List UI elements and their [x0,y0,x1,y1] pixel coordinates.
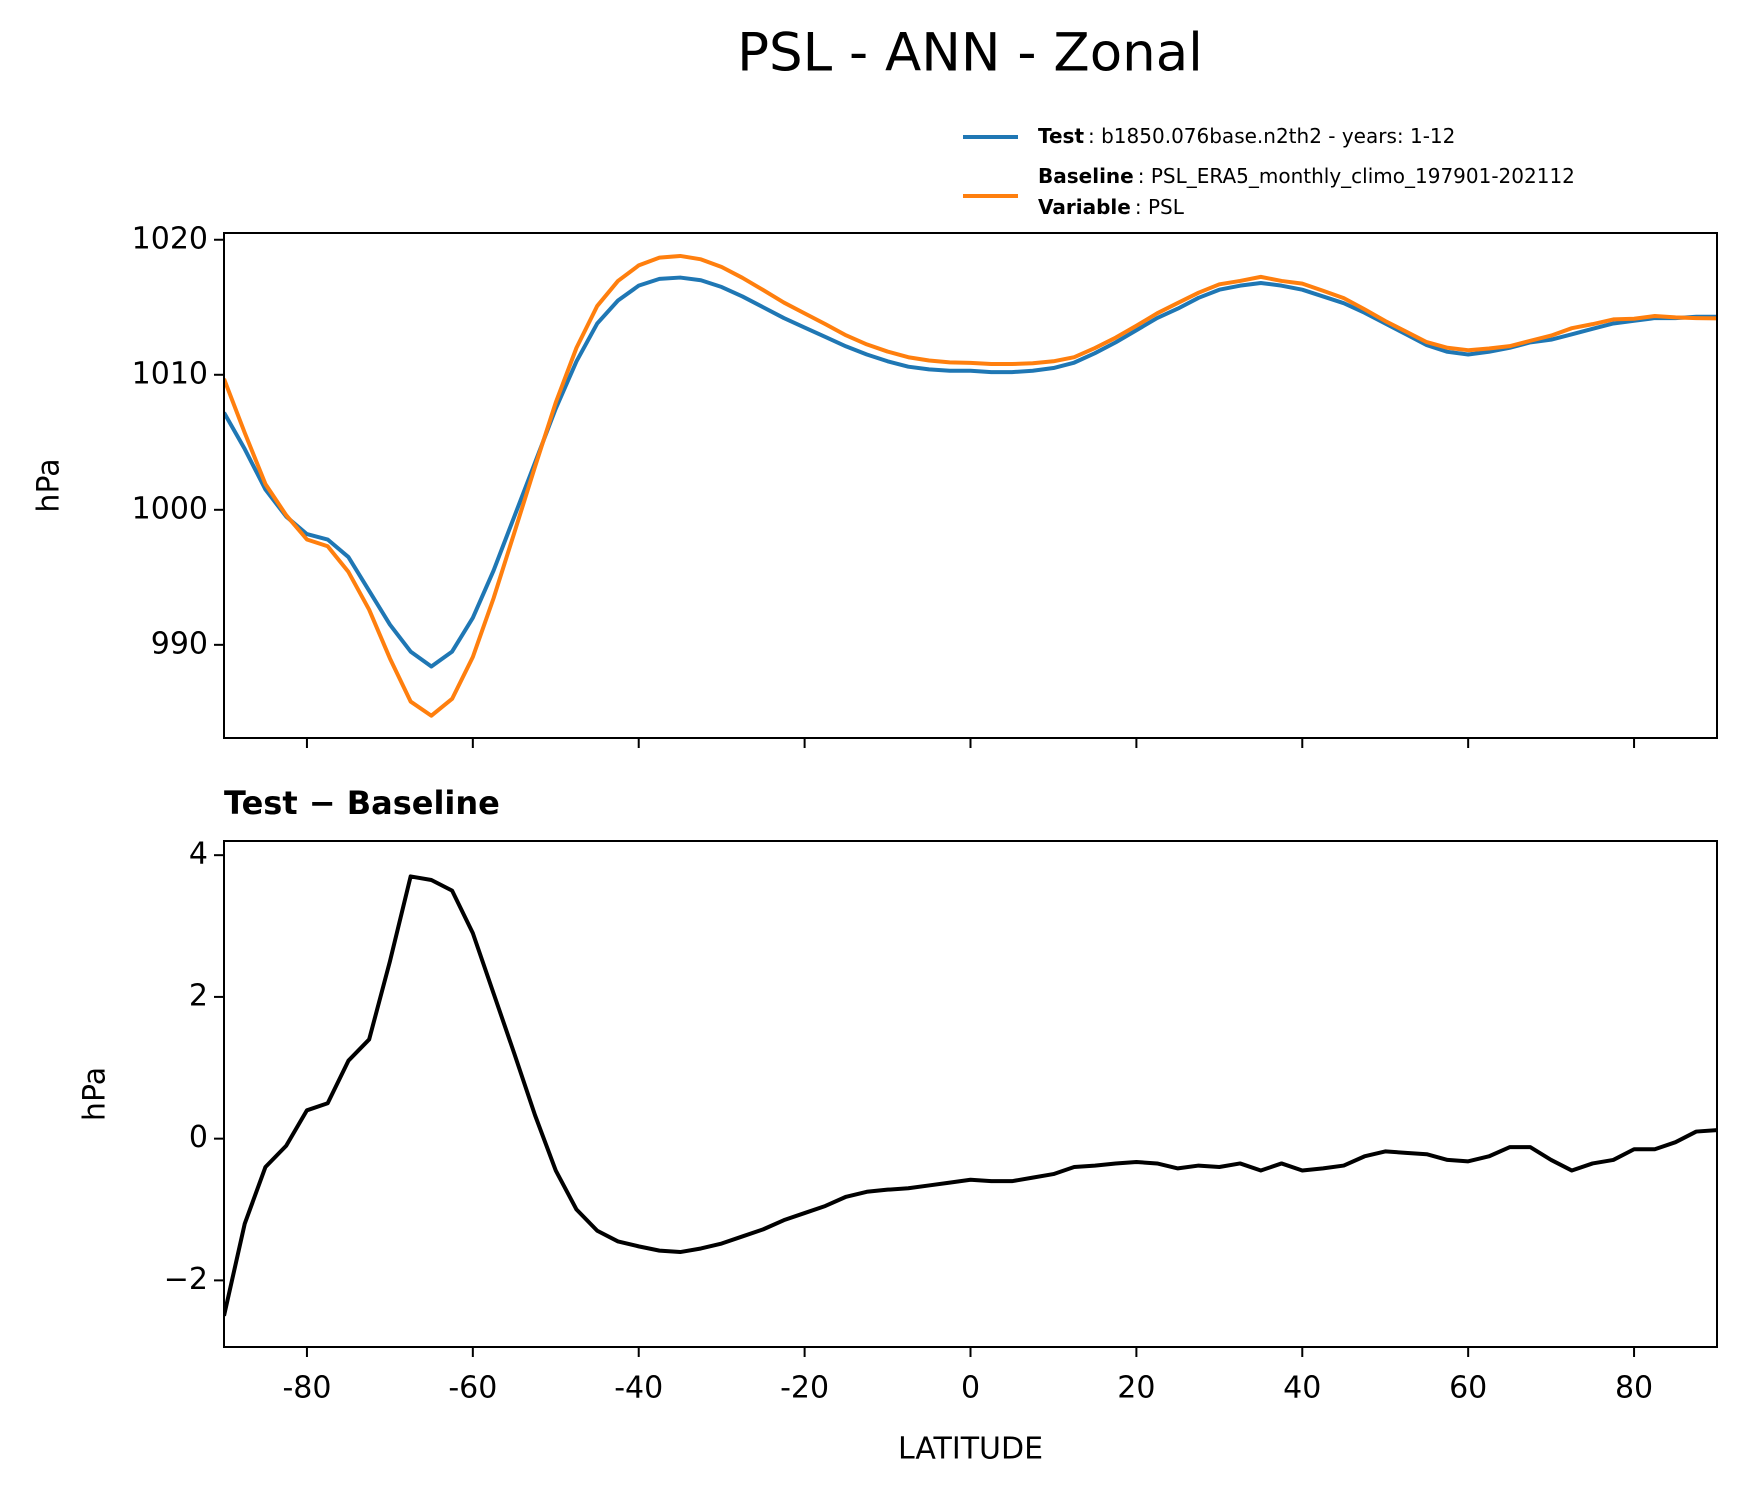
x-tick-label: -40 [614,1371,663,1406]
y-tick-label: 0 [189,1120,208,1155]
y-axis-label: hPa [32,458,67,512]
x-tick-label: -20 [780,1371,829,1406]
legend-name: Variable [1038,195,1131,219]
legend-description: : b1850.076base.n2th2 - years: 1-12 [1088,124,1455,148]
data-line [224,874,1717,1317]
y-tick-label: 2 [189,978,208,1013]
legend-label: Test: b1850.076base.n2th2 - years: 1-12 [1038,124,1455,148]
x-tick-label: -80 [282,1371,331,1406]
plot-frame [223,232,1718,739]
y-axis-label: hPa [78,1067,113,1121]
legend-label: Baseline: PSL_ERA5_monthly_climo_197901-… [1038,164,1575,188]
plot-frame [223,840,1718,1348]
y-tick-label: −2 [164,1262,208,1297]
x-tick-label: 80 [1615,1371,1653,1406]
x-tick-label: 20 [1117,1371,1155,1406]
chart-title: PSL - ANN - Zonal [737,23,1203,84]
y-tick-label: 1020 [132,221,208,256]
x-tick-label: 0 [961,1371,980,1406]
y-tick-label: 990 [151,626,208,661]
x-tick-label: 40 [1283,1371,1321,1406]
data-line [224,275,1717,669]
legend-label: Variable: PSL [1038,195,1185,219]
y-tick-label: 4 [189,837,208,872]
y-tick-label: 1000 [132,491,208,526]
y-tick-label: 1010 [132,356,208,391]
legend-name: Baseline [1038,164,1134,188]
x-tick-label: -60 [448,1371,497,1406]
x-tick-label: 60 [1449,1371,1487,1406]
legend-description: : PSL_ERA5_monthly_climo_197901-202112 [1138,164,1575,188]
x-axis-label: LATITUDE [898,1432,1043,1467]
subplot-title: Test − Baseline [224,784,500,822]
data-line [224,253,1717,718]
legend-name: Test [1038,124,1084,148]
legend-description: : PSL [1135,195,1185,219]
